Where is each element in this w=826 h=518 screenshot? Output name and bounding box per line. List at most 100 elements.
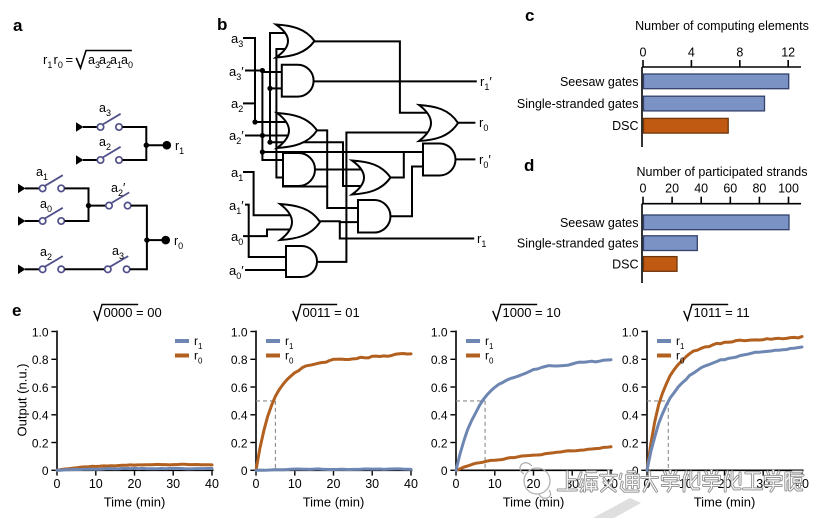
svg-text:100: 100 xyxy=(778,182,799,196)
svg-text:b: b xyxy=(217,15,227,34)
svg-text:0011 = 01: 0011 = 01 xyxy=(303,305,360,320)
svg-text:a2: a2 xyxy=(99,53,111,70)
svg-text:a2: a2 xyxy=(40,245,52,262)
svg-text:1.0: 1.0 xyxy=(431,325,448,339)
svg-text:Output (n.u.): Output (n.u.) xyxy=(15,364,30,437)
svg-text:Time (min): Time (min) xyxy=(104,495,166,510)
svg-text:a2′: a2′ xyxy=(111,181,126,198)
svg-text:0.4: 0.4 xyxy=(431,409,448,423)
svg-text:40: 40 xyxy=(404,477,418,491)
svg-text:a1: a1 xyxy=(110,53,122,70)
svg-text:0: 0 xyxy=(241,464,248,478)
svg-text:a2′: a2′ xyxy=(229,128,244,146)
svg-text:0.4: 0.4 xyxy=(622,409,639,423)
svg-text:0.6: 0.6 xyxy=(32,381,49,395)
svg-text:0: 0 xyxy=(441,464,448,478)
svg-text:DSC: DSC xyxy=(612,258,638,272)
svg-text:r1′: r1′ xyxy=(480,74,492,92)
svg-text:1000 = 10: 1000 = 10 xyxy=(503,305,561,320)
svg-text:r0: r0 xyxy=(676,349,685,366)
svg-text:0.2: 0.2 xyxy=(32,436,49,450)
svg-text:r1: r1 xyxy=(43,52,52,70)
svg-text:8: 8 xyxy=(736,46,743,60)
svg-text:a1: a1 xyxy=(36,165,48,182)
svg-text:0.8: 0.8 xyxy=(231,353,248,367)
svg-text:10: 10 xyxy=(488,477,502,491)
svg-text:0.6: 0.6 xyxy=(622,381,639,395)
svg-text:=: = xyxy=(66,52,74,67)
svg-text:Time (min): Time (min) xyxy=(694,495,756,510)
svg-text:r0: r0 xyxy=(54,52,63,70)
svg-text:0.2: 0.2 xyxy=(622,436,639,450)
svg-text:a3: a3 xyxy=(112,244,124,261)
svg-text:r0: r0 xyxy=(285,349,294,366)
svg-text:a3′: a3′ xyxy=(229,64,244,82)
svg-text:0: 0 xyxy=(453,477,460,491)
svg-text:a0: a0 xyxy=(40,197,52,214)
svg-text:1.0: 1.0 xyxy=(622,325,639,339)
svg-text:0.4: 0.4 xyxy=(231,409,248,423)
svg-text:1011 = 11: 1011 = 11 xyxy=(694,305,750,320)
svg-text:40: 40 xyxy=(205,477,219,491)
svg-text:Seesaw gates: Seesaw gates xyxy=(560,75,639,89)
svg-text:r1: r1 xyxy=(285,334,294,351)
svg-text:0.8: 0.8 xyxy=(431,353,448,367)
svg-text:0.4: 0.4 xyxy=(32,409,49,423)
svg-text:0: 0 xyxy=(54,477,61,491)
svg-text:20: 20 xyxy=(128,477,142,491)
svg-text:20: 20 xyxy=(665,182,679,196)
svg-text:Number of participated strands: Number of participated strands xyxy=(637,165,808,179)
svg-text:0: 0 xyxy=(640,182,647,196)
svg-text:a3: a3 xyxy=(99,101,111,118)
svg-text:12: 12 xyxy=(781,46,795,60)
svg-text:60: 60 xyxy=(723,182,737,196)
svg-text:0.8: 0.8 xyxy=(622,353,639,367)
svg-text:10: 10 xyxy=(89,477,103,491)
svg-text:10: 10 xyxy=(679,477,693,491)
svg-text:a0: a0 xyxy=(121,53,133,70)
svg-text:r1: r1 xyxy=(477,231,486,249)
svg-text:0.2: 0.2 xyxy=(431,436,448,450)
svg-text:r1: r1 xyxy=(485,334,494,351)
svg-text:Single-stranded gates: Single-stranded gates xyxy=(517,97,639,111)
svg-text:e: e xyxy=(12,301,21,320)
svg-text:30: 30 xyxy=(166,477,180,491)
svg-text:d: d xyxy=(524,156,534,175)
svg-text:0: 0 xyxy=(640,46,647,60)
svg-text:0000 = 00: 0000 = 00 xyxy=(104,305,162,320)
svg-text:a1′: a1′ xyxy=(229,198,244,216)
svg-text:r0: r0 xyxy=(194,349,203,366)
svg-text:a2: a2 xyxy=(99,135,111,152)
svg-text:20: 20 xyxy=(327,477,341,491)
svg-text:Time (min): Time (min) xyxy=(303,495,365,510)
svg-text:r1: r1 xyxy=(676,334,685,351)
svg-text:Number of computing elements: Number of computing elements xyxy=(635,19,809,33)
svg-text:r1: r1 xyxy=(175,139,184,156)
svg-text:0: 0 xyxy=(42,464,49,478)
svg-text:a0′: a0′ xyxy=(229,263,244,281)
svg-text:r1: r1 xyxy=(194,334,203,351)
svg-text:20: 20 xyxy=(527,477,541,491)
svg-text:r0: r0 xyxy=(485,349,494,366)
svg-text:c: c xyxy=(525,6,534,25)
svg-text:80: 80 xyxy=(752,182,766,196)
svg-text:1.0: 1.0 xyxy=(32,325,49,339)
svg-text:40: 40 xyxy=(694,182,708,196)
svg-text:0.8: 0.8 xyxy=(32,353,49,367)
svg-text:DSC: DSC xyxy=(612,119,638,133)
svg-text:Time (min): Time (min) xyxy=(503,495,565,510)
svg-text:a3: a3 xyxy=(88,53,100,70)
svg-text:r0: r0 xyxy=(174,234,183,251)
svg-text:a: a xyxy=(13,16,23,35)
svg-text:r0′: r0′ xyxy=(479,152,491,170)
svg-text:0.6: 0.6 xyxy=(431,381,448,395)
svg-text:10: 10 xyxy=(288,477,302,491)
svg-text:30: 30 xyxy=(365,477,379,491)
svg-text:Seesaw gates: Seesaw gates xyxy=(560,216,639,230)
svg-text:0: 0 xyxy=(253,477,260,491)
svg-text:1.0: 1.0 xyxy=(231,325,248,339)
svg-text:r0: r0 xyxy=(479,115,488,133)
svg-text:0.6: 0.6 xyxy=(231,381,248,395)
svg-text:4: 4 xyxy=(688,46,695,60)
svg-text:0.2: 0.2 xyxy=(231,436,248,450)
